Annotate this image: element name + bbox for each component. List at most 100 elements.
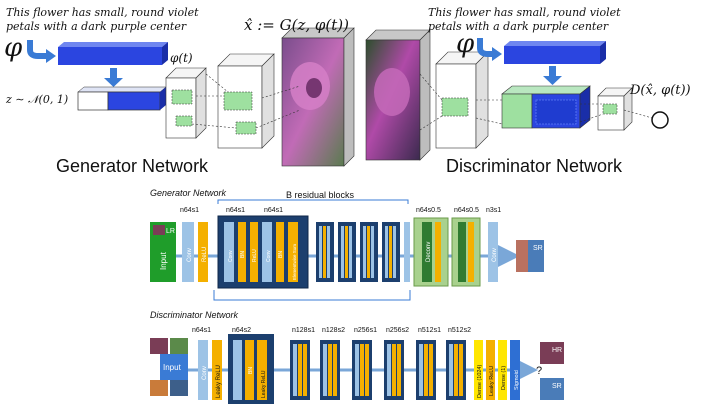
sr-label-2: SR [552,383,562,390]
disc-block-detailed: BN Leaky ReLU [228,334,274,404]
res-sum-label: Elementwise Sum [292,244,297,280]
disc-phi-arrow [477,38,494,57]
res-relu-label: ReLU [252,249,258,262]
disc-label-5: n256s1 [354,327,377,334]
disc-label-2: n64s2 [232,327,251,334]
gen-relu-1 [198,222,208,282]
lr-label: LR [166,228,175,235]
disc-conv-1 [198,340,208,400]
gen-label-2: n64s1 [226,207,245,214]
down-arrow-shaft [110,68,117,78]
res-conv-a-label: Conv [228,250,234,262]
disc-leaky-final [486,340,495,400]
gen-skip-connection [213,290,411,301]
disc-input-label: Input [163,363,182,372]
srgan-gen-heading: Generator Network [150,188,227,198]
residual-block-4 [360,222,378,282]
residual-label: B residual blocks [286,190,355,200]
res-bn-b-label: BN [278,251,284,258]
disc-label-4: n128s2 [322,327,345,334]
residual-block-detailed: Conv BN ReLU Conv BN Elementwise Sum [217,215,309,289]
gen-label-6: n3s1 [486,207,501,214]
hr-output-image [540,342,564,364]
disc-output-node [651,111,669,129]
gen-post-conv [404,222,410,282]
disc-caption-line2: petals with a dark purple center [428,20,609,33]
phi-arrow [27,40,48,59]
gen-label-5: n64s0.5 [454,207,479,214]
gen-dashed-connectors-1 [191,73,237,129]
disc-block-5 [384,340,404,400]
question-mark: ? [536,365,542,377]
t2i-generator: This flower has small, round violet peta… [4,6,355,176]
disc-label-6: n256s2 [386,327,409,334]
noise-vector [77,91,109,111]
dense-1-label: Dense (1) [501,366,507,390]
gen-volume-2 [217,53,275,149]
dense-1 [498,340,507,400]
disc-block-6 [416,340,436,400]
disc-leaky-1-label: Leaky ReLU [216,365,222,398]
disc-embedding-side [600,41,606,64]
discriminator-title: Discriminator Network [446,156,623,176]
d-output-label: D(x̂, φ(t)) [629,83,691,98]
disc-block-3 [320,340,340,400]
phi-symbol: φ [4,33,23,63]
gen-input-label: Input [159,251,168,270]
hr-label: HR [552,347,562,354]
disc-down-arrow-head [543,76,562,85]
lr-thumbnail [153,225,165,235]
sigmoid [510,340,520,400]
disc-block-4 [352,340,372,400]
phi-arrow-head [46,49,56,63]
srgan-generator: Generator Network B residual blocks n64s… [150,188,544,301]
gen-final-conv-label: Conv [492,248,498,262]
generator-title: Generator Network [56,156,209,176]
disc-dashed-connectors-1 [419,73,443,131]
disc-block-2 [290,340,310,400]
disc-text-embedding-bar [504,46,600,64]
embedding-top [58,42,168,47]
disc-embedding-top [504,41,606,46]
dense-1024 [474,340,483,400]
embedding-in-concat [107,91,161,111]
gen-label-4: n64s0.5 [416,207,441,214]
srgan-disc-heading: Discriminator Network [150,310,239,320]
noise-label: z ∼ 𝒩(0, 1) [5,93,68,106]
disc-leaky-2-label: Leaky ReLU [261,370,267,398]
gen-label-3: n64s1 [264,207,283,214]
disc-label-7: n512s1 [418,327,441,334]
gen-relu-1-label: ReLU [202,247,208,262]
residual-block-5 [382,222,400,282]
gen-caption-line1: This flower has small, round violet [6,6,199,19]
disc-bn-label: BN [248,367,254,374]
phi-of-t-label: φ(t) [170,51,193,65]
generated-image [281,27,355,167]
residual-brace [217,199,409,204]
residual-block-2 [316,222,334,282]
disc-phi-arrow-head [492,47,502,61]
concat-top [77,86,167,93]
res-conv-b-label: Conv [266,250,272,262]
deconv-block-2 [451,217,481,287]
disc-leaky-final-label: Leaky ReLU [489,366,495,396]
disc-label-8: n512s2 [448,327,471,334]
res-bn-a-label: BN [240,251,246,258]
disc-concat-volume [501,85,591,129]
sr-output-image-2 [540,378,564,400]
deconv-block-1: Deconv [413,217,449,287]
disc-input-image [365,29,431,161]
deconv-1-label: Deconv [426,242,432,262]
t2i-discriminator: This flower has small, round violet peta… [365,6,691,176]
disc-phi-symbol: φ [456,29,475,59]
gen-label-1: n64s1 [180,207,199,214]
x-hat-equation: x̂ := G(z, φ(t)) [244,16,349,34]
sr-label: SR [533,245,543,252]
disc-volume-final [597,87,633,131]
gen-dashed-connectors-2 [255,85,301,129]
disc-dashed-connectors-3 [579,103,653,123]
disc-block-7 [446,340,466,400]
gen-volume-1 [165,67,207,139]
disc-label-3: n128s1 [292,327,315,334]
